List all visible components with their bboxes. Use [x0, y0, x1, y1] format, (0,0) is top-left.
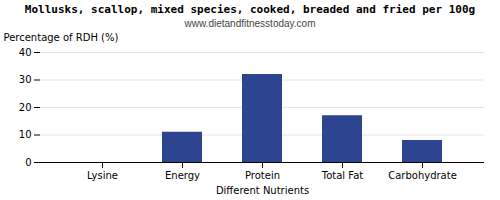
svg-text:40: 40	[19, 47, 32, 58]
svg-text:10: 10	[19, 129, 32, 140]
svg-text:Energy: Energy	[165, 170, 200, 181]
svg-text:Percentage of RDH (%): Percentage of RDH (%)	[4, 32, 119, 43]
svg-text:Carbohydrate: Carbohydrate	[388, 170, 457, 181]
svg-text:0: 0	[25, 157, 31, 168]
html-text:Mollusks, scallop, mixed speci: Mollusks, scallop, mixed species, cooked…	[24, 3, 476, 16]
svg-text:Different Nutrients: Different Nutrients	[216, 185, 309, 196]
svg-text:Lysine: Lysine	[87, 170, 118, 181]
svg-text:Protein: Protein	[245, 170, 280, 181]
svg-text:20: 20	[19, 102, 32, 113]
svg-text:Total Fat: Total Fat	[321, 170, 363, 181]
svg-text:30: 30	[19, 74, 32, 85]
html-text:www.dietandfitnesstoday.com: www.dietandfitnesstoday.com	[184, 18, 316, 29]
